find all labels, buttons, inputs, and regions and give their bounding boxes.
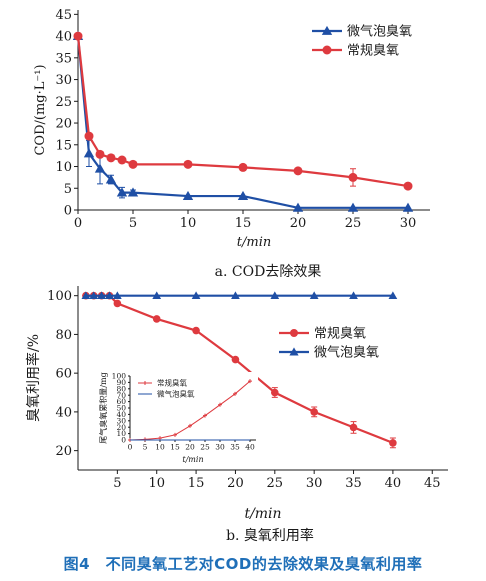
data-point xyxy=(153,315,161,323)
x-tick-label: 35 xyxy=(230,443,240,452)
data-point xyxy=(107,153,116,162)
x-tick-label: 40 xyxy=(245,443,255,452)
data-point xyxy=(389,439,397,447)
data-point xyxy=(192,327,200,335)
y-tick-label: 15 xyxy=(55,138,72,153)
subtitle-a: a. COD去除效果 xyxy=(215,264,322,280)
data-point xyxy=(85,132,94,141)
x-axis-label: t/min xyxy=(244,506,281,522)
data-point xyxy=(96,150,105,159)
x-tick-label: 10 xyxy=(155,443,165,452)
x-tick-label: 5 xyxy=(113,476,121,491)
x-tick-label: 10 xyxy=(148,476,165,491)
y-tick-label: 40 xyxy=(55,30,72,45)
series-line xyxy=(78,36,408,208)
x-axis-label: t/min xyxy=(237,235,271,250)
data-point xyxy=(129,160,138,169)
series-micro xyxy=(82,291,398,299)
data-point xyxy=(350,424,358,432)
data-point xyxy=(74,32,83,41)
legend-label: 常规臭氧 xyxy=(157,378,187,388)
subtitle-b: b. 臭氧利用率 xyxy=(226,527,314,544)
y-tick-label: 20 xyxy=(55,117,72,132)
legend-label: 常规臭氧 xyxy=(314,327,366,342)
data-point xyxy=(349,173,358,182)
data-point xyxy=(239,163,248,172)
x-tick-label: 30 xyxy=(215,443,225,452)
legend-marker xyxy=(290,329,298,337)
x-tick-label: 5 xyxy=(143,443,148,452)
y-tick-label: 60 xyxy=(55,367,72,382)
x-tick-label: 10 xyxy=(180,216,197,231)
x-tick-label: 20 xyxy=(227,476,244,491)
legend-label: 微气泡臭氧 xyxy=(157,389,195,399)
x-tick-label: 25 xyxy=(200,443,210,452)
x-tick-label: 25 xyxy=(267,476,284,491)
x-tick-label: 15 xyxy=(188,476,205,491)
y-tick-label: 35 xyxy=(55,51,72,66)
chart-a: 0 5 10 15 20 25 30 0 5 10 15 20 25 30 35 40 45 t/min COD/(… xyxy=(33,8,430,250)
x-tick-label: 0 xyxy=(128,443,133,452)
figure-caption: 图4 不同臭氧工艺对COD的去除效果及臭氧利用率 xyxy=(0,553,486,574)
y-tick-label: 5 xyxy=(64,182,72,197)
legend-label: 微气泡臭氧 xyxy=(314,345,379,361)
data-point xyxy=(404,182,413,191)
data-point xyxy=(310,408,318,416)
x-tick-label: 45 xyxy=(424,476,441,491)
data-point xyxy=(118,156,127,165)
legend-label: 常规臭氧 xyxy=(347,44,399,59)
chart-b-inset: 0 5 10 15 20 25 30 35 400102030405060708090100t/… xyxy=(98,372,258,464)
legend-marker xyxy=(323,46,332,55)
data-point xyxy=(184,160,193,169)
y-tick-label: 30 xyxy=(55,73,72,88)
y-tick-label: 25 xyxy=(55,95,72,110)
x-tick-label: 40 xyxy=(385,476,402,491)
x-tick-label: 20 xyxy=(185,443,195,452)
y-axis-label: 尾气臭氧累积量/mg xyxy=(98,372,108,443)
x-tick-label: 15 xyxy=(235,216,252,231)
y-tick-label: 100 xyxy=(112,372,127,381)
legend: 微气泡臭氧常规臭氧 xyxy=(312,24,412,59)
y-tick-label: 0 xyxy=(64,204,72,219)
x-tick-label: 20 xyxy=(290,216,307,231)
y-tick-label: 20 xyxy=(55,444,72,459)
x-tick-label: 15 xyxy=(170,443,180,452)
data-point xyxy=(271,389,279,397)
y-axis-label: 臭氧利用率/% xyxy=(25,334,42,422)
x-tick-label: 30 xyxy=(306,476,323,491)
x-tick-label: 0 xyxy=(74,216,82,231)
y-tick-label: 80 xyxy=(55,328,72,343)
x-tick-label: 25 xyxy=(345,216,362,231)
x-axis-label: t/min xyxy=(182,455,203,464)
y-axis-label: COD/(mg·L⁻¹) xyxy=(33,64,48,155)
y-tick-label: 45 xyxy=(55,8,72,23)
y-tick-label: 10 xyxy=(55,160,72,175)
data-point xyxy=(114,300,122,308)
data-point xyxy=(84,148,94,157)
legend-label: 微气泡臭氧 xyxy=(347,24,412,40)
data-point xyxy=(294,166,303,175)
x-tick-label: 5 xyxy=(129,216,137,231)
x-tick-label: 30 xyxy=(400,216,417,231)
y-tick-label: 100 xyxy=(47,289,72,304)
data-point xyxy=(232,356,240,364)
y-tick-label: 40 xyxy=(55,405,72,420)
x-tick-label: 35 xyxy=(345,476,362,491)
